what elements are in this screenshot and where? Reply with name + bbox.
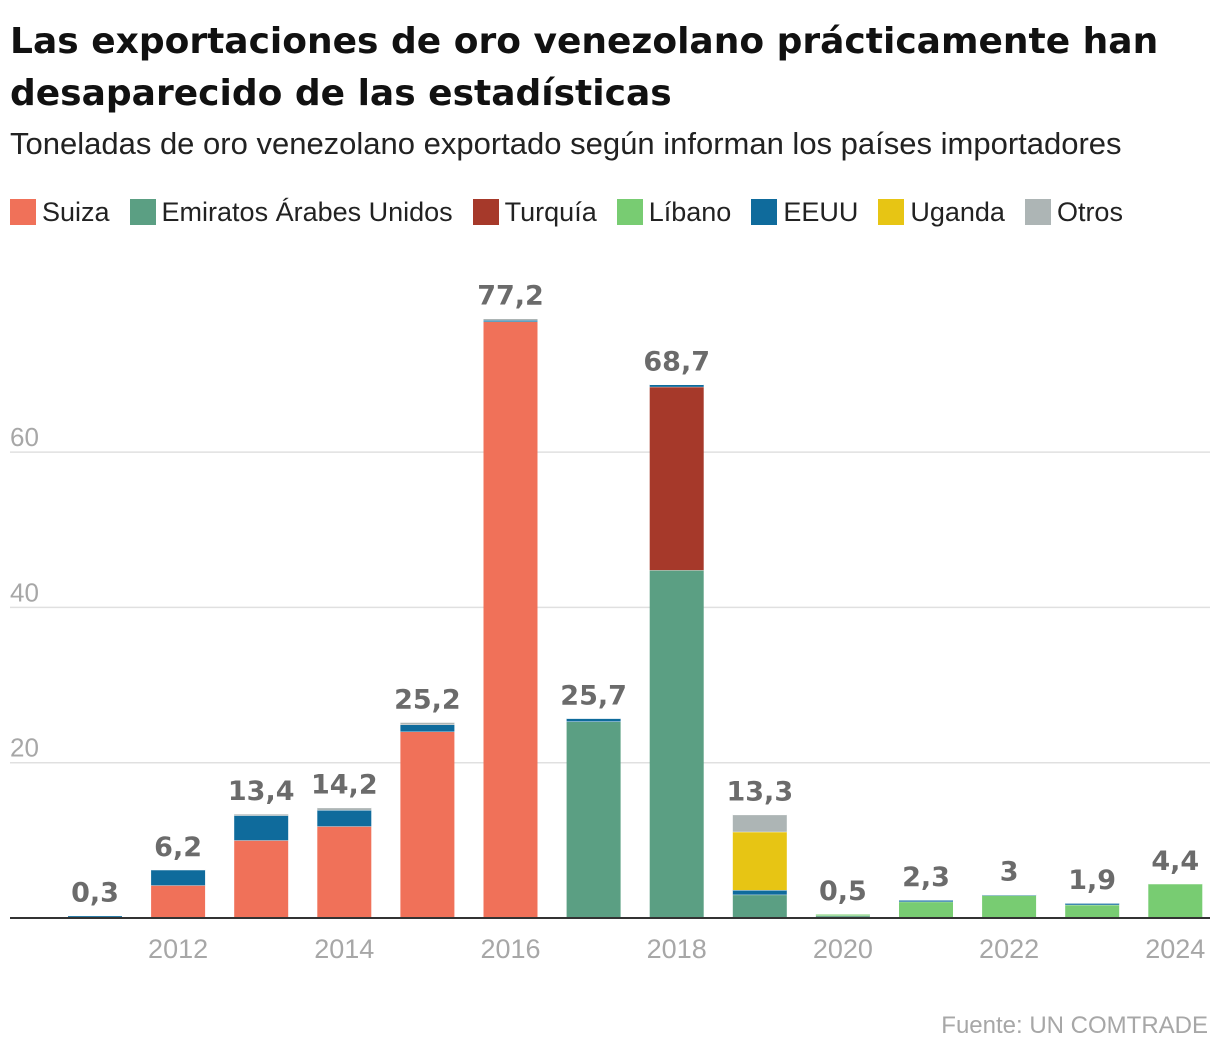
bar-segment <box>151 885 206 918</box>
total-label: 25,2 <box>394 684 461 715</box>
source-note: Fuente: UN COMTRADE <box>941 1012 1208 1039</box>
bar-segment <box>649 386 704 571</box>
total-label: 4,4 <box>1151 846 1199 877</box>
legend-swatch <box>472 199 499 225</box>
bar-segment <box>732 890 787 895</box>
total-label: 2,3 <box>902 862 950 893</box>
legend-item: EEUU <box>751 197 858 228</box>
stacked-bar-chart: 20 40 60 0,3 6,2 2012 13,4 14,2 2014 25,2 77,2 2016… <box>10 281 1210 964</box>
bar-segment <box>649 384 704 387</box>
y-tick-label: 40 <box>10 577 39 607</box>
bar-segment <box>317 826 372 918</box>
bar-segment <box>317 810 372 827</box>
y-tick-label: 20 <box>10 733 39 763</box>
legend-swatch <box>878 199 905 225</box>
legend-label: Suiza <box>42 196 110 227</box>
legend-swatch <box>751 199 778 225</box>
legend-label: Emiratos Árabes Unidos <box>161 196 453 227</box>
legend-item: Turquía <box>472 196 597 228</box>
total-label: 3 <box>1000 857 1019 888</box>
total-label: 13,4 <box>228 776 295 807</box>
legend-swatch <box>129 199 156 225</box>
bar-segment <box>234 815 289 841</box>
bar-segment <box>566 721 621 918</box>
bar-segment <box>732 814 787 832</box>
bar-segment <box>483 318 538 321</box>
bar-segment <box>234 813 289 816</box>
bar-segment <box>400 731 455 918</box>
total-label: 6,2 <box>154 832 202 863</box>
bar-segment <box>899 900 953 902</box>
bar-segment <box>1148 883 1203 918</box>
chart-subtitle: Toneladas de oro venezolano exportado se… <box>10 126 1122 161</box>
total-label: 1,9 <box>1068 865 1116 896</box>
bar-segment <box>732 831 787 891</box>
legend-item: Uganda <box>878 197 1005 228</box>
bar-segment <box>317 807 372 811</box>
bar-segment <box>483 321 538 918</box>
legend-item: Otros <box>1024 196 1123 228</box>
bar-segment <box>400 724 455 732</box>
total-label: 0,5 <box>819 876 867 907</box>
x-tick-label: 2020 <box>813 934 873 964</box>
legend-label: Líbano <box>648 196 732 227</box>
legend-swatch <box>1024 199 1051 225</box>
x-tick-label: 2012 <box>148 934 208 964</box>
bar-segment <box>1065 903 1120 905</box>
bar-segment <box>151 869 206 886</box>
total-label: 0,3 <box>71 878 119 909</box>
legend-item: Emiratos Árabes Unidos <box>129 196 453 228</box>
total-label: 14,2 <box>311 770 378 801</box>
total-label: 13,3 <box>726 777 793 808</box>
legend-swatch <box>10 199 36 225</box>
total-label: 25,7 <box>560 680 627 711</box>
x-tick-label: 2018 <box>647 934 707 964</box>
bar-segment <box>899 901 953 918</box>
bar-segment <box>815 914 870 916</box>
bar-segment <box>732 894 787 918</box>
legend-item: Suiza <box>10 197 110 228</box>
bar-segment <box>234 840 289 918</box>
legend-label: EEUU <box>783 196 859 227</box>
bar-segment <box>566 718 621 722</box>
bar-segment <box>400 722 455 725</box>
bar-segment <box>815 915 870 918</box>
x-tick-label: 2024 <box>1145 934 1205 964</box>
legend-item: Líbano <box>616 196 732 228</box>
total-label: 77,2 <box>477 281 544 312</box>
legend-swatch <box>616 199 643 225</box>
bar-segment <box>649 570 704 918</box>
total-label: 68,7 <box>643 347 710 378</box>
bar-segment <box>982 895 1037 918</box>
x-tick-label: 2022 <box>979 934 1039 964</box>
chart-title: Las exportaciones de oro venezolano prác… <box>10 21 1159 114</box>
chart-legend: Suiza Emiratos Árabes Unidos Turquía Líbano… <box>10 194 1143 230</box>
x-tick-label: 2014 <box>314 934 374 964</box>
legend-label: Otros <box>1056 196 1123 227</box>
legend-label: Turquía <box>504 196 597 227</box>
x-tick-label: 2016 <box>480 934 540 964</box>
legend-label: Uganda <box>910 196 1005 227</box>
bar-segment <box>483 320 538 322</box>
bar-segment <box>1065 904 1120 918</box>
bar-segment <box>68 915 122 918</box>
y-tick-label: 60 <box>10 422 39 452</box>
